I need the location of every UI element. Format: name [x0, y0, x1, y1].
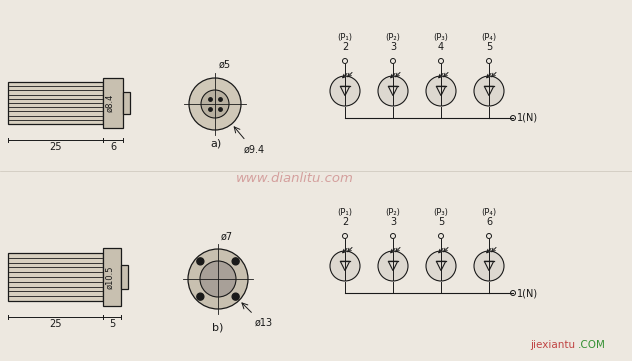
Text: www.dianlitu.com: www.dianlitu.com — [236, 173, 354, 186]
Text: 3: 3 — [390, 217, 396, 227]
Text: ø9.4: ø9.4 — [244, 145, 265, 155]
Circle shape — [197, 258, 204, 265]
Circle shape — [330, 76, 360, 106]
Text: a): a) — [210, 138, 222, 148]
Text: (P₃): (P₃) — [434, 33, 449, 42]
Text: 1(N): 1(N) — [517, 288, 538, 298]
Circle shape — [426, 251, 456, 281]
Bar — [8, 82, 103, 124]
Bar — [8, 253, 103, 301]
Text: ø8.4: ø8.4 — [105, 94, 114, 112]
Circle shape — [197, 293, 204, 300]
Bar — [103, 248, 121, 306]
Circle shape — [232, 258, 239, 265]
Text: 3: 3 — [390, 42, 396, 52]
Bar — [103, 78, 123, 128]
Circle shape — [426, 76, 456, 106]
Text: 5: 5 — [486, 42, 492, 52]
Text: ø5: ø5 — [219, 60, 231, 70]
Text: (P₂): (P₂) — [386, 208, 401, 217]
Text: .COM: .COM — [578, 340, 606, 350]
Circle shape — [378, 76, 408, 106]
Bar — [123, 92, 130, 114]
Text: 1(N): 1(N) — [517, 113, 538, 123]
Text: 25: 25 — [49, 319, 62, 329]
Text: (P₄): (P₄) — [482, 208, 497, 217]
Circle shape — [188, 249, 248, 309]
Text: (P₄): (P₄) — [482, 33, 497, 42]
Circle shape — [200, 261, 236, 297]
Text: 2: 2 — [342, 217, 348, 227]
Circle shape — [189, 78, 241, 130]
Text: 2: 2 — [342, 42, 348, 52]
Text: (P₂): (P₂) — [386, 33, 401, 42]
Text: 4: 4 — [438, 42, 444, 52]
Circle shape — [232, 293, 239, 300]
Text: (P₁): (P₁) — [337, 33, 353, 42]
Circle shape — [474, 76, 504, 106]
Bar — [121, 265, 128, 289]
Text: ø10.5: ø10.5 — [105, 265, 114, 289]
Text: 25: 25 — [49, 142, 62, 152]
Circle shape — [474, 251, 504, 281]
Text: 5: 5 — [438, 217, 444, 227]
Text: (P₁): (P₁) — [337, 208, 353, 217]
Text: 6: 6 — [486, 217, 492, 227]
Text: 6: 6 — [110, 142, 116, 152]
Text: b): b) — [212, 323, 224, 333]
Text: (P₃): (P₃) — [434, 208, 449, 217]
Circle shape — [330, 251, 360, 281]
Text: ø13: ø13 — [254, 317, 272, 327]
Text: ø7: ø7 — [221, 232, 233, 242]
Circle shape — [201, 90, 229, 118]
Text: jiexiantu: jiexiantu — [530, 340, 575, 350]
Circle shape — [378, 251, 408, 281]
Text: 5: 5 — [109, 319, 115, 329]
